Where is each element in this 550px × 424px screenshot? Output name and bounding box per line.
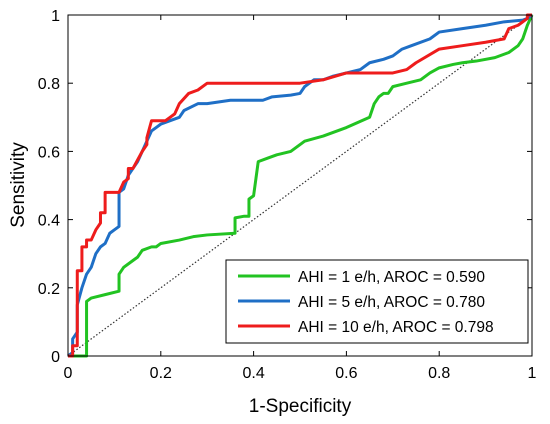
legend-label-3: AHI = 10 e/h, AROC = 0.798 [298, 319, 494, 336]
x-tick-label: 1 [528, 365, 537, 382]
y-tick-label: 0.8 [38, 76, 60, 93]
y-tick-label: 0.2 [38, 281, 60, 298]
series-line-1 [68, 14, 534, 358]
axes-box [67, 14, 533, 357]
y-tick-label: 0 [51, 349, 60, 366]
x-tick-label: 0 [64, 365, 73, 382]
y-tick-label: 1 [51, 8, 60, 25]
y-tick-label: 0.6 [38, 144, 60, 161]
chance-line [67, 14, 533, 357]
legend-label-1: AHI = 1 e/h, AROC = 0.590 [298, 269, 485, 286]
legend-label-2: AHI = 5 e/h, AROC = 0.780 [298, 294, 485, 311]
y-tick-label: 0.4 [38, 213, 60, 230]
x-tick-label: 0.6 [335, 365, 357, 382]
y-axis-title: Sensitivity [8, 142, 29, 228]
x-tick-label: 0.4 [242, 365, 264, 382]
plot-area [67, 13, 534, 358]
axes: 0 0.2 0.4 0.6 0.8 1 0 0.2 0.4 0.6 0.8 1 [38, 8, 537, 382]
x-axis-title: 1-Specificity [249, 396, 352, 417]
series-line-3 [68, 13, 532, 358]
x-tick-label: 0.2 [150, 365, 172, 382]
series-line-2 [67, 13, 533, 358]
legend: AHI = 1 e/h, AROC = 0.590 AHI = 5 e/h, AR… [225, 259, 529, 344]
x-tick-label: 0.8 [428, 365, 450, 382]
